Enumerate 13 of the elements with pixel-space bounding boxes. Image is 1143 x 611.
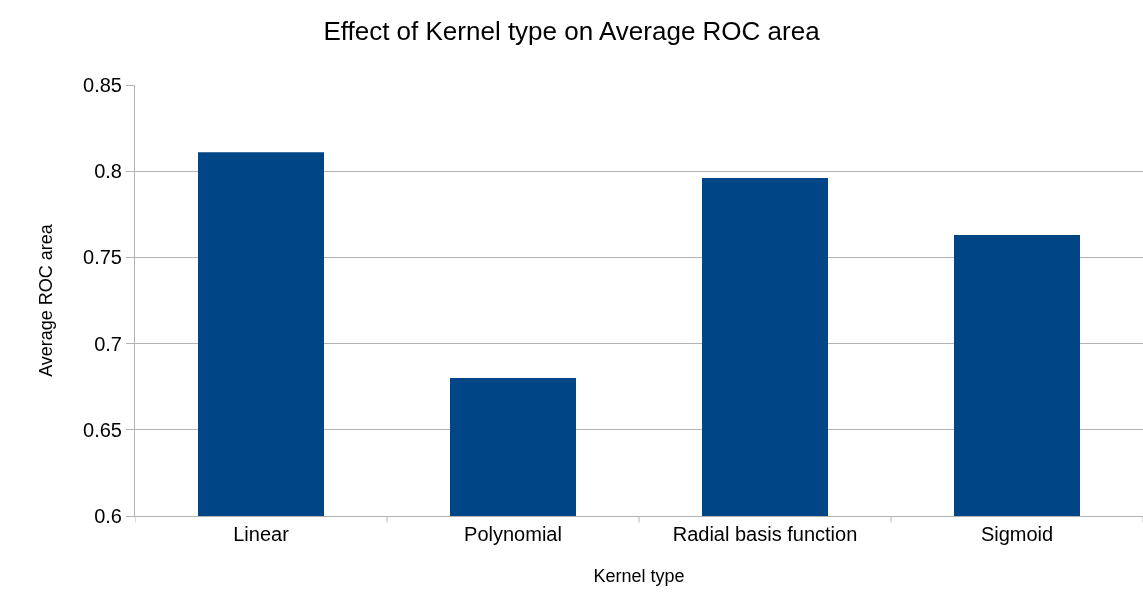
x-tick-label: Linear — [233, 523, 290, 545]
y-tick-label: 0.85 — [83, 74, 122, 96]
y-tick-label: 0.7 — [94, 332, 122, 355]
x-tick-label: Polynomial — [464, 523, 562, 545]
y-tick-label: 0.75 — [83, 246, 122, 269]
x-axis-title: Kernel type — [593, 566, 685, 587]
chart-title: Effect of Kernel type on Average ROC area — [323, 15, 821, 46]
y-tick-label: 0.8 — [94, 160, 122, 183]
y-tick-label: 0.65 — [83, 418, 122, 441]
x-tick-label: Sigmoid — [980, 523, 1054, 545]
x-tick-label: Radial basis function — [672, 523, 858, 545]
y-tick-label: 0.6 — [94, 505, 122, 527]
y-axis-title: Average ROC area — [36, 223, 57, 377]
